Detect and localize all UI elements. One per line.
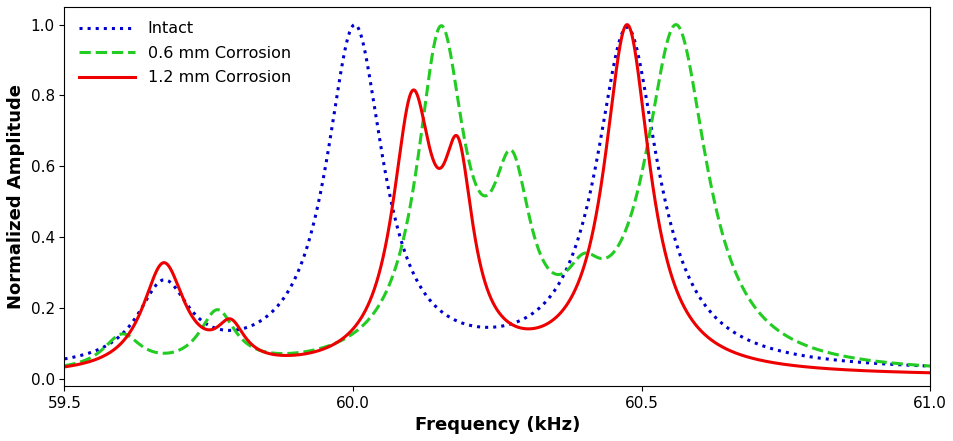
1.2 mm Corrosion bbox=[584, 238, 596, 243]
0.6 mm Corrosion bbox=[501, 149, 513, 154]
0.6 mm Corrosion bbox=[670, 22, 681, 27]
0.6 mm Corrosion bbox=[104, 340, 115, 345]
Line: Intact: Intact bbox=[65, 25, 929, 366]
Intact bbox=[282, 288, 294, 294]
Y-axis label: Normalized Amplitude: Normalized Amplitude bbox=[7, 84, 25, 309]
0.6 mm Corrosion bbox=[584, 251, 596, 257]
1.2 mm Corrosion bbox=[501, 319, 513, 324]
Intact bbox=[104, 341, 115, 346]
0.6 mm Corrosion bbox=[59, 363, 71, 368]
X-axis label: Frequency (kHz): Frequency (kHz) bbox=[415, 416, 579, 434]
1.2 mm Corrosion bbox=[923, 370, 935, 375]
1.2 mm Corrosion bbox=[514, 325, 525, 330]
1.2 mm Corrosion bbox=[620, 22, 632, 27]
Intact bbox=[923, 363, 935, 369]
0.6 mm Corrosion bbox=[514, 171, 525, 176]
1.2 mm Corrosion bbox=[187, 315, 198, 320]
Intact bbox=[59, 356, 71, 362]
1.2 mm Corrosion bbox=[104, 350, 115, 355]
Line: 0.6 mm Corrosion: 0.6 mm Corrosion bbox=[65, 25, 929, 366]
Intact bbox=[187, 309, 198, 314]
Legend: Intact, 0.6 mm Corrosion, 1.2 mm Corrosion: Intact, 0.6 mm Corrosion, 1.2 mm Corrosi… bbox=[72, 15, 296, 92]
0.6 mm Corrosion bbox=[923, 363, 935, 369]
Intact bbox=[349, 22, 360, 27]
1.2 mm Corrosion bbox=[282, 353, 294, 358]
Intact bbox=[514, 318, 525, 323]
0.6 mm Corrosion bbox=[282, 351, 294, 356]
Line: 1.2 mm Corrosion: 1.2 mm Corrosion bbox=[65, 25, 929, 373]
0.6 mm Corrosion bbox=[187, 337, 198, 343]
1.2 mm Corrosion bbox=[59, 364, 71, 370]
Intact bbox=[584, 187, 596, 192]
Intact bbox=[501, 322, 513, 328]
